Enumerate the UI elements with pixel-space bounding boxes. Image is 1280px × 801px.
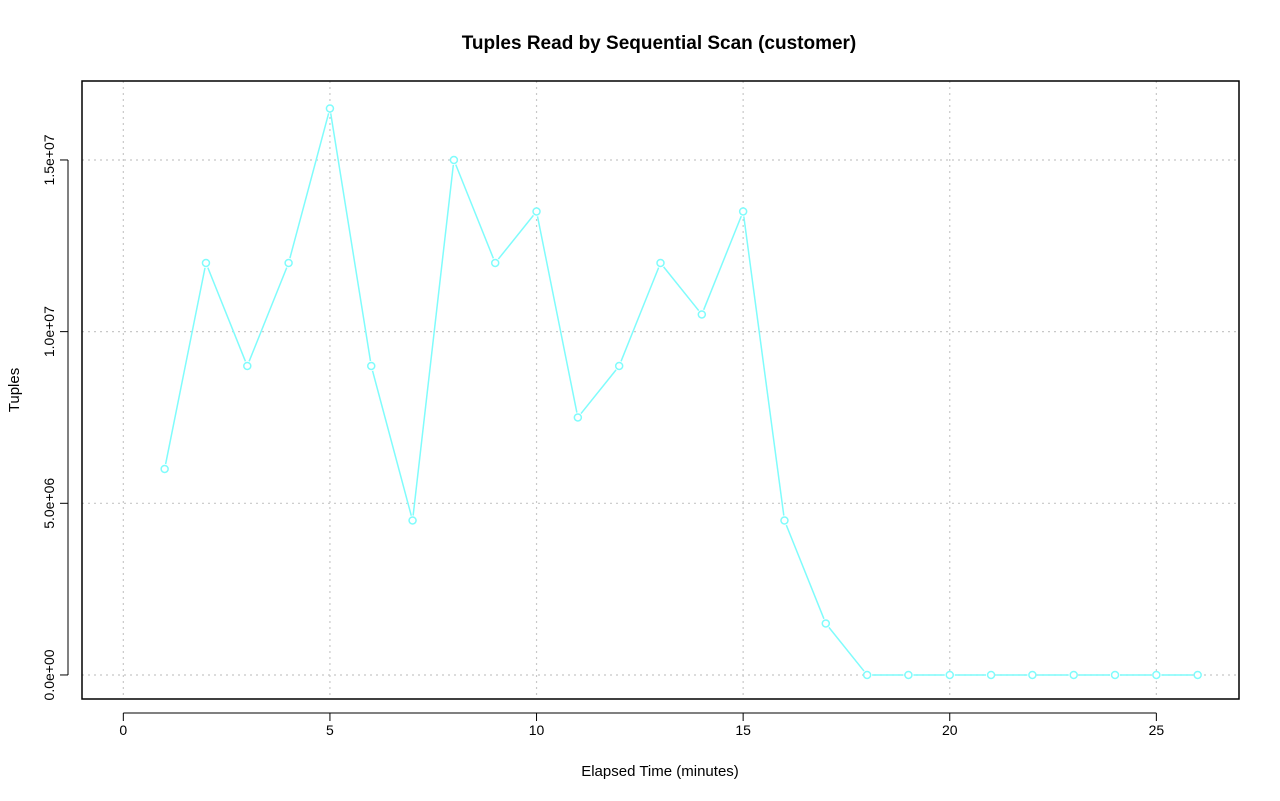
- chart-title: Tuples Read by Sequential Scan (customer…: [462, 33, 857, 54]
- data-point: [1069, 670, 1078, 680]
- series-segment: [164, 267, 206, 465]
- data-point: [490, 258, 500, 268]
- x-tick-label: 0: [119, 722, 127, 738]
- series-segment: [412, 164, 455, 516]
- data-point: [821, 619, 831, 628]
- data-point: [1193, 670, 1202, 680]
- series-layer: [160, 104, 1202, 680]
- y-tick-label: 0.0e+00: [41, 649, 57, 700]
- series-segment: [702, 215, 742, 311]
- y-tick-label: 1.5e+07: [41, 134, 57, 185]
- series-segment: [580, 369, 617, 415]
- data-point: [1110, 670, 1120, 680]
- data-point: [738, 207, 748, 216]
- series-segment: [455, 164, 495, 259]
- data-point: [1028, 670, 1037, 680]
- data-point: [904, 670, 913, 680]
- data-point: [573, 413, 583, 422]
- series-segment: [536, 216, 578, 413]
- plot-area: [81, 80, 1240, 700]
- data-point: [532, 207, 541, 216]
- x-tick-label: 10: [529, 722, 545, 738]
- y-axis: 0.0e+00 5.0e+06 1.0e+07 1.5e+07: [41, 134, 69, 700]
- data-point: [1152, 670, 1161, 680]
- data-point: [367, 361, 376, 371]
- x-tick-label: 25: [1149, 722, 1165, 738]
- series-segment: [248, 267, 288, 362]
- x-tick-label: 5: [326, 722, 334, 738]
- x-axis-label: Elapsed Time (minutes): [581, 763, 739, 780]
- data-point: [160, 464, 169, 474]
- data-point: [284, 258, 293, 268]
- data-point: [201, 258, 211, 268]
- data-point: [945, 670, 954, 680]
- series-segment: [620, 267, 660, 362]
- data-point: [862, 670, 872, 680]
- data-point: [408, 516, 417, 525]
- series-segment: [743, 216, 785, 516]
- data-point: [986, 670, 996, 680]
- x-tick-label: 15: [735, 722, 751, 738]
- series-segment: [207, 267, 247, 362]
- data-point: [697, 310, 707, 319]
- series-segment: [497, 214, 534, 260]
- series-segment: [289, 113, 330, 259]
- series-line: [164, 113, 1193, 676]
- series-segment: [663, 266, 700, 312]
- data-point: [656, 258, 665, 268]
- data-point: [780, 516, 789, 525]
- x-axis: 0 5 10 15 20 25: [119, 712, 1165, 738]
- grid: [82, 81, 1239, 699]
- data-point: [449, 155, 459, 165]
- y-tick-label: 5.0e+06: [41, 478, 57, 529]
- y-axis-label: Tuples: [6, 368, 23, 412]
- data-point: [325, 104, 335, 113]
- x-tick-label: 20: [942, 722, 958, 738]
- data-point: [614, 361, 624, 371]
- series-segment: [329, 113, 372, 362]
- y-tick-label: 1.0e+07: [41, 306, 57, 357]
- series-segment: [371, 370, 413, 516]
- series-segment: [828, 626, 865, 672]
- series-segment: [785, 524, 825, 620]
- data-point: [243, 361, 252, 371]
